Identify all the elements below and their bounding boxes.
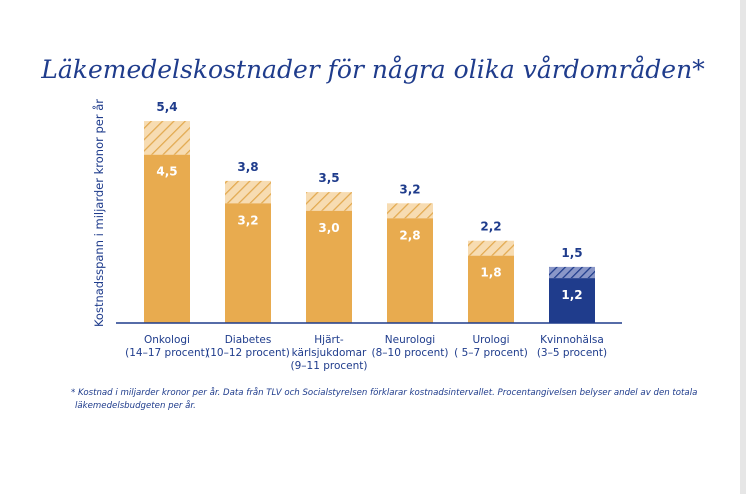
category-label-line: (8–10 procent) [371,347,448,359]
bar-high-label-4: 2,2 [480,220,501,234]
bar-high-label-2: 3,5 [318,171,339,185]
bar-low-label-4: 1,8 [480,266,501,280]
category-label-line: Diabetes [225,334,272,346]
bar-low-label-3: 2,8 [399,228,420,242]
footnote: * Kostnad i miljarder kronor per år. Dat… [71,387,698,413]
bar-base-2 [306,210,352,323]
bar-base-1 [225,203,271,323]
category-label-4: Urologi( 5–7 procent) [454,334,528,359]
category-label-line: Urologi [472,334,509,346]
category-label-3: Neurologi (8–10 procent) [371,334,448,359]
category-label-line: Kvinnohälsa [540,334,604,346]
category-label-2: Hjärt-kärlsjukdomar (9–11 procent) [290,334,367,372]
category-label-line: Onkologi [144,334,190,346]
bar-range-5 [549,266,595,279]
bar-low-label-0: 4,5 [156,165,177,179]
bar-base-3 [387,218,433,323]
bar-low-label-1: 3,2 [237,213,258,227]
bar-high-label-0: 5,4 [156,100,177,114]
category-label-line: (14–17 procent) [125,347,209,359]
bar-range-1 [225,180,271,204]
category-label-line: (9–11 procent) [290,360,367,372]
bar-range-0 [144,121,190,155]
bar-range-4 [468,240,514,256]
chart-title: Läkemedelskostnader för några olika vård… [41,55,705,84]
bar-base-0 [144,154,190,323]
category-label-1: Diabetes (10–12 procent) [206,334,290,359]
footnote-line-1: * Kostnad i miljarder kronor per år. Dat… [71,388,698,398]
category-label-0: Onkologi (14–17 procent) [125,334,209,359]
category-label-line: (10–12 procent) [206,347,290,359]
bar-high-label-1: 3,8 [237,160,258,174]
bar-base-5 [549,278,595,323]
bar-high-label-3: 3,2 [399,182,420,196]
category-label-line: (3–5 procent) [537,347,607,359]
category-label-line: Hjärt- [314,334,344,346]
bar-range-3 [387,203,433,219]
labels-group: 4,5 5,4 Onkologi (14–17 procent) 3,2 3,8 Diabe… [125,100,607,372]
right-edge-strip [740,0,746,494]
bar-low-label-5: 1,2 [561,288,582,302]
category-label-line: kärlsjukdomar [292,347,367,359]
category-label-line: Neurologi [385,334,435,346]
bar-range-2 [306,192,352,211]
footnote-line-2: läkemedelsbudgeten per år. [75,401,196,411]
category-label-5: Kvinnohälsa (3–5 procent) [537,334,607,359]
bars-group [144,121,595,323]
category-label-line: ( 5–7 procent) [454,347,528,359]
bar-base-4 [468,255,514,323]
bar-high-label-5: 1,5 [561,246,582,260]
bar-low-label-2: 3,0 [318,221,339,235]
